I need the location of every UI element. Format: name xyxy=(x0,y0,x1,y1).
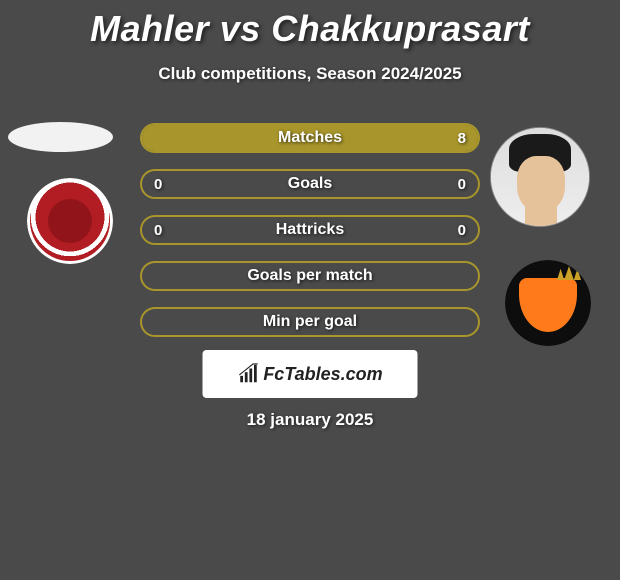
player1-club-badge xyxy=(27,178,113,264)
stat-value-right: 0 xyxy=(458,176,466,193)
stat-row: Goals per match xyxy=(140,261,480,291)
stat-value-left: 0 xyxy=(154,176,162,193)
stat-row: 0 Hattricks 0 xyxy=(140,215,480,245)
stat-value-right: 0 xyxy=(458,222,466,239)
page-title: Mahler vs Chakkuprasart xyxy=(0,0,620,50)
stat-row: Min per goal xyxy=(140,307,480,337)
footer-date: 18 january 2025 xyxy=(0,410,620,430)
stat-label: Matches xyxy=(278,129,342,147)
player2-avatar xyxy=(490,127,590,227)
stat-label: Min per goal xyxy=(263,313,357,331)
stat-label: Hattricks xyxy=(276,221,344,239)
branding-box: FcTables.com xyxy=(203,350,418,398)
stat-label: Goals per match xyxy=(247,267,372,285)
stats-panel: Matches 8 0 Goals 0 0 Hattricks 0 Goals per matc… xyxy=(140,123,480,337)
player2-club-badge xyxy=(505,260,591,346)
stat-value-right: 8 xyxy=(458,130,466,147)
subtitle: Club competitions, Season 2024/2025 xyxy=(0,64,620,84)
player1-avatar xyxy=(8,122,113,152)
chart-icon xyxy=(237,363,259,385)
stat-row: Matches 8 xyxy=(140,123,480,153)
stat-value-left: 0 xyxy=(154,222,162,239)
stat-row: 0 Goals 0 xyxy=(140,169,480,199)
branding-text: FcTables.com xyxy=(263,364,382,385)
stat-label: Goals xyxy=(288,175,332,193)
